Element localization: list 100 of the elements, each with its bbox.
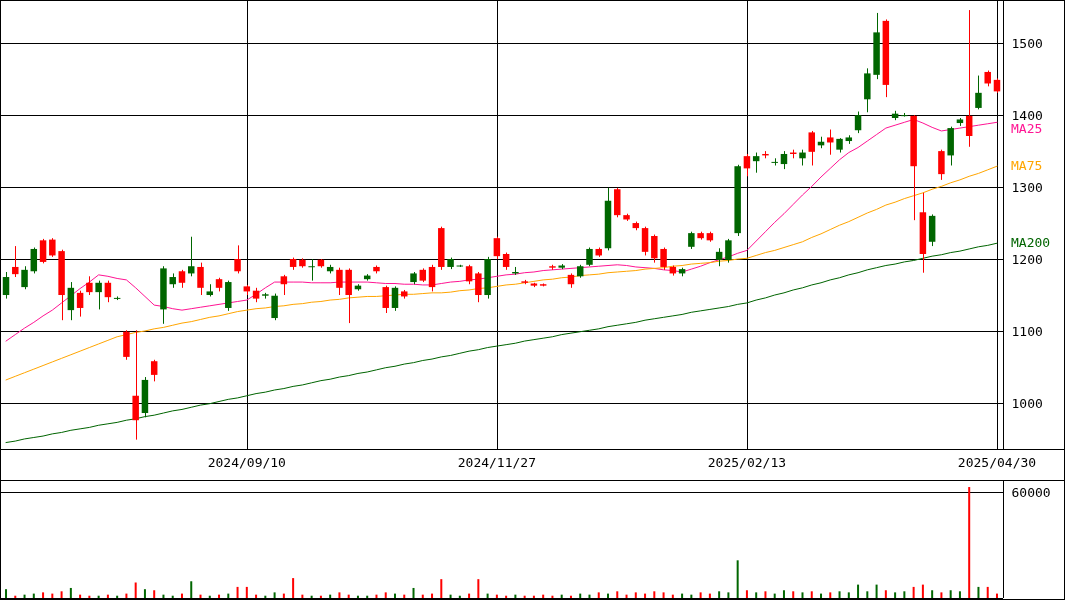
candlestick (86, 275, 93, 296)
bar (977, 586, 980, 598)
candlestick (975, 75, 982, 110)
bar (745, 590, 748, 598)
y-tick-label: 1200 (1011, 251, 1043, 267)
bar (912, 586, 915, 598)
bar (792, 591, 795, 598)
bar (477, 579, 480, 598)
y-tick-label: 60000 (1011, 484, 1051, 500)
bar (847, 592, 850, 598)
bar (968, 487, 971, 598)
series-label: MA25 (1011, 120, 1043, 136)
candlestick (67, 281, 75, 321)
bar (931, 590, 934, 598)
candlestick (21, 265, 28, 290)
candlestick (234, 244, 241, 274)
bar (60, 591, 63, 598)
bar (949, 590, 952, 598)
candlestick (271, 293, 278, 321)
bar (699, 592, 702, 598)
candlestick (428, 264, 436, 292)
y-tick-label: 1300 (1011, 179, 1043, 195)
candlestick (391, 285, 399, 312)
bar (940, 592, 943, 598)
bar (236, 586, 239, 598)
bar (958, 591, 961, 598)
candlestick (965, 9, 973, 148)
series-label: MA75 (1011, 157, 1043, 173)
candlestick (150, 359, 158, 382)
candlestick (586, 247, 593, 267)
candlestick (752, 152, 760, 174)
bar (5, 589, 8, 598)
x-tick-label: 2025/02/13 (707, 455, 787, 471)
series-label: MA200 (1011, 234, 1051, 250)
bar (829, 592, 832, 598)
y-tick-label: 1500 (1011, 35, 1043, 51)
bar (616, 591, 619, 598)
candlestick (76, 290, 84, 318)
bar (838, 591, 841, 598)
candlestick (49, 237, 56, 258)
candlestick (651, 234, 658, 264)
candlestick (280, 274, 288, 296)
bar (143, 589, 146, 598)
bar (662, 592, 665, 598)
candlestick (854, 111, 862, 134)
candlestick (2, 271, 10, 300)
bar (857, 584, 860, 598)
bar (42, 592, 45, 598)
candlestick (641, 226, 649, 256)
candlestick (475, 271, 482, 303)
x-tick-label: 2024/11/27 (457, 455, 537, 471)
bar (653, 591, 656, 598)
bar (153, 590, 156, 598)
bar (755, 592, 758, 598)
bar (273, 592, 276, 598)
bar (810, 591, 813, 598)
candlestick (336, 267, 343, 296)
bar (894, 592, 897, 598)
candlestick (308, 258, 315, 282)
x-tick-label: 2025/04/30 (957, 455, 1037, 471)
bar (412, 587, 415, 598)
bar (384, 592, 387, 598)
y-tick-label: 1000 (1011, 395, 1043, 411)
candlestick (808, 130, 815, 166)
bar (875, 584, 878, 598)
bar (134, 582, 137, 598)
line-series (5, 242, 998, 444)
candlestick (660, 247, 667, 271)
bar (986, 586, 989, 598)
bar (866, 591, 869, 598)
candlestick (725, 238, 732, 264)
candlestick (39, 238, 47, 264)
y-tick-label: 1100 (1011, 323, 1043, 339)
bar (69, 587, 72, 598)
bar (440, 579, 443, 598)
candlestick (95, 280, 102, 310)
candlestick (465, 264, 473, 285)
candlestick (30, 247, 38, 274)
bar (338, 592, 341, 598)
bar (727, 592, 730, 598)
bar (884, 590, 887, 598)
candlestick (382, 285, 389, 314)
bar (764, 591, 767, 598)
bar (903, 591, 906, 598)
bar (782, 590, 785, 598)
y-tick-label: 1400 (1011, 107, 1043, 123)
candlestick (104, 280, 112, 303)
bar (718, 591, 721, 598)
bar (736, 560, 739, 598)
x-tick-label: 2024/09/10 (207, 455, 286, 471)
line-series (5, 165, 998, 381)
candlestick (938, 149, 945, 181)
candlestick (743, 153, 751, 177)
bar (921, 584, 924, 598)
bar (634, 592, 637, 598)
bar (190, 581, 193, 598)
bar (245, 586, 248, 598)
candlestick (827, 129, 834, 156)
candlestick (12, 245, 19, 278)
bar (597, 592, 600, 598)
